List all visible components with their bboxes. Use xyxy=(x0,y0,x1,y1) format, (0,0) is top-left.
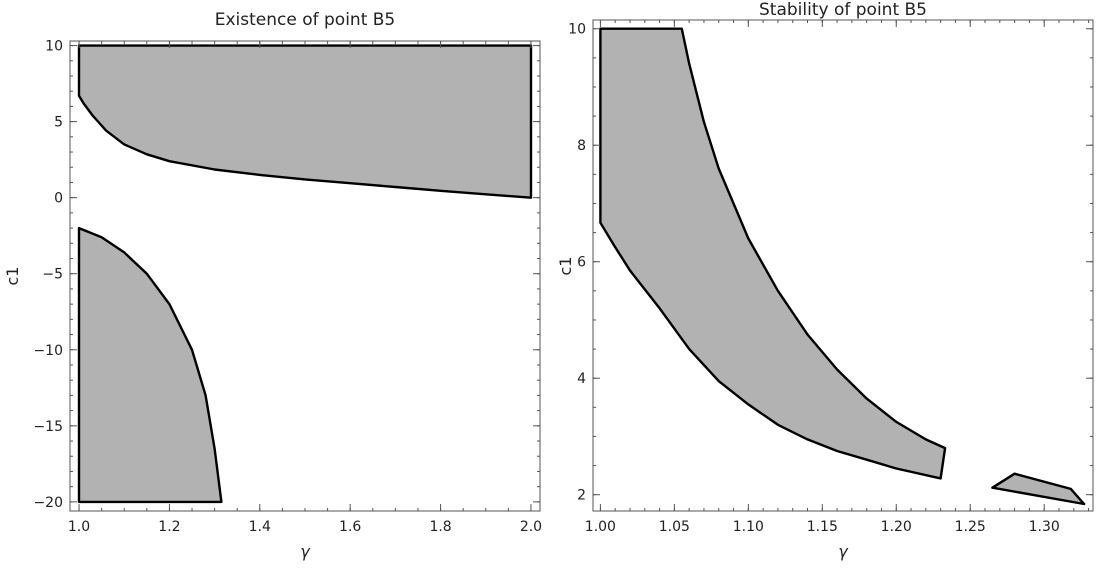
y-tick-label: −20 xyxy=(33,495,63,511)
y-tick-label: 8 xyxy=(577,138,586,154)
x-tick-label: 1.15 xyxy=(807,519,838,535)
region-2 xyxy=(991,472,1086,506)
x-tick-label: 1.25 xyxy=(955,519,986,535)
chart-title: Stability of point B5 xyxy=(759,0,927,20)
x-axis-label: γ xyxy=(838,542,849,561)
y-tick-label: 10 xyxy=(568,22,586,38)
x-axis-label: γ xyxy=(300,542,311,561)
x-tick-label: 1.00 xyxy=(585,519,616,535)
x-tick-label: 1.20 xyxy=(881,519,912,535)
x-tick-label: 1.30 xyxy=(1029,519,1060,535)
x-tick-label: 1.6 xyxy=(339,519,361,535)
x-tick-label: 1.05 xyxy=(659,519,690,535)
y-tick-label: 5 xyxy=(54,115,63,131)
y-tick-label: −10 xyxy=(33,343,63,359)
y-tick-label: −5 xyxy=(42,267,63,283)
x-tick-label: 2.0 xyxy=(520,519,542,535)
region-2 xyxy=(77,226,223,504)
plot-frame xyxy=(592,19,1094,512)
y-tick-label: 4 xyxy=(577,371,586,387)
y-axis-label: c1 xyxy=(556,257,575,276)
y-tick-label: 2 xyxy=(577,488,586,504)
y-tick-label: 10 xyxy=(45,39,63,55)
y-tick-label: −15 xyxy=(33,419,63,435)
x-tick-label: 1.0 xyxy=(68,519,90,535)
region-1 xyxy=(599,27,947,480)
chart-panel-1: 1.0 1.2 1.4 1.6 1.8 2.0 −20 −15 −10 −5 0 5 10 Existen… xyxy=(3,10,542,561)
x-tick-label: 1.8 xyxy=(429,519,451,535)
chart-title: Existence of point B5 xyxy=(215,10,396,30)
y-axis-label: c1 xyxy=(3,267,22,286)
region-1 xyxy=(77,44,533,199)
x-tick-label: 1.2 xyxy=(158,519,180,535)
x-tick-label: 1.10 xyxy=(733,519,764,535)
chart-panel-2: 1.00 1.05 1.10 1.15 1.20 1.25 1.30 2 4 6 8 10 Stabil… xyxy=(556,0,1094,561)
y-tick-label: 0 xyxy=(54,191,63,207)
y-tick-label: 6 xyxy=(577,255,586,271)
x-tick-label: 1.4 xyxy=(249,519,271,535)
